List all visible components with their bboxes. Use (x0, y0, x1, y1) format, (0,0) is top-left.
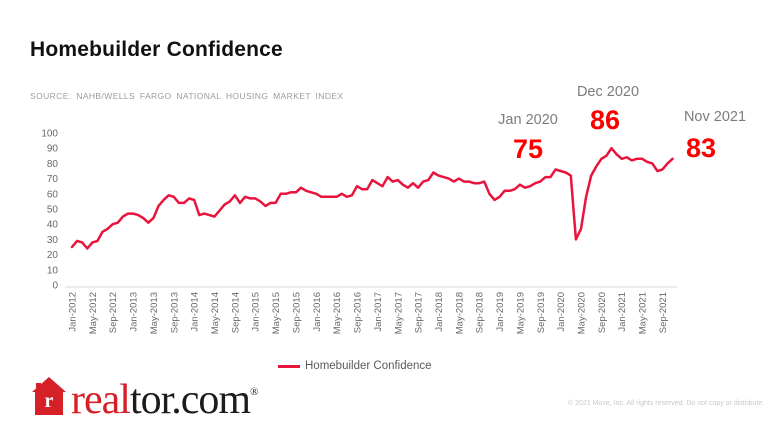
registered-trademark-icon: ® (250, 386, 259, 398)
y-tick-label: 80 (47, 159, 59, 170)
y-tick-label: 50 (47, 205, 59, 216)
x-tick-label: Jan-2020 (556, 292, 567, 332)
logo-text-real: real (71, 377, 131, 423)
x-tick-label: Sep-2015 (291, 292, 302, 333)
logo-text-torcom: tor.com (129, 377, 251, 423)
x-tick-label: May-2013 (149, 292, 160, 334)
y-tick-label: 30 (47, 235, 59, 246)
x-tick-label: Jan-2018 (434, 292, 445, 332)
legend-label: Homebuilder Confidence (305, 360, 432, 372)
x-tick-label: Sep-2013 (169, 292, 180, 333)
copyright-notice: © 2021 Move, Inc. All rights reserved. D… (568, 400, 765, 407)
legend-line-swatch-icon (278, 364, 300, 368)
x-tick-label: May-2017 (393, 292, 404, 334)
logo-wordmark: realtor.com® (71, 370, 258, 422)
x-tick-label: May-2019 (515, 292, 526, 334)
x-tick-label: Sep-2018 (475, 292, 486, 333)
y-tick-label: 90 (47, 144, 59, 155)
x-tick-label: May-2021 (638, 292, 649, 334)
x-tick-label: May-2012 (88, 292, 99, 334)
x-tick-label: May-2018 (454, 292, 465, 334)
x-tick-label: Sep-2020 (597, 292, 608, 333)
x-tick-label: Jan-2019 (495, 292, 506, 332)
x-tick-label: Sep-2012 (108, 292, 119, 333)
legend: Homebuilder Confidence (278, 360, 432, 372)
house-icon: r (32, 377, 66, 415)
x-tick-label: Jan-2016 (312, 292, 323, 332)
realtor-com-logo: r realtor.com® (32, 370, 258, 422)
x-tick-label: Sep-2016 (353, 292, 364, 333)
x-tick-label: May-2016 (332, 292, 343, 334)
page-title: Homebuilder Confidence (30, 38, 283, 61)
y-tick-label: 60 (47, 189, 59, 200)
x-tick-label: Sep-2019 (536, 292, 547, 333)
y-tick-label: 100 (41, 129, 58, 140)
annotation-value-jan-2020: 75 (512, 134, 544, 164)
annotation-date-jan-2020: Jan 2020 (498, 112, 558, 128)
y-tick-label: 70 (47, 174, 59, 185)
x-tick-label: Jan-2014 (190, 292, 201, 332)
annotation-value-nov-2021: 83 (685, 133, 717, 163)
x-tick-label: Jan-2012 (68, 292, 79, 332)
x-tick-label: May-2020 (577, 292, 588, 334)
y-tick-label: 0 (52, 281, 58, 292)
x-tick-label: May-2014 (210, 292, 221, 334)
x-tick-label: Jan-2015 (251, 292, 262, 332)
source-note: SOURCE: NAHB/WELLS FARGO NATIONAL HOUSIN… (30, 91, 344, 101)
x-tick-label: May-2015 (271, 292, 282, 334)
x-tick-label: Sep-2021 (658, 292, 669, 333)
annotation-date-dec-2020: Dec 2020 (576, 84, 640, 100)
y-tick-label: 40 (47, 220, 59, 231)
confidence-series-line (70, 146, 674, 250)
annotation-value-dec-2020: 86 (589, 105, 621, 135)
x-tick-label: Sep-2014 (230, 292, 241, 333)
svg-text:r: r (45, 390, 54, 412)
x-tick-label: Jan-2013 (129, 292, 140, 332)
x-tick-label: Jan-2017 (373, 292, 384, 332)
y-tick-label: 20 (47, 250, 59, 261)
annotation-date-nov-2021: Nov 2021 (683, 109, 747, 125)
x-tick-label: Sep-2017 (414, 292, 425, 333)
x-tick-label: Jan-2021 (617, 292, 628, 332)
y-tick-label: 10 (47, 265, 59, 276)
